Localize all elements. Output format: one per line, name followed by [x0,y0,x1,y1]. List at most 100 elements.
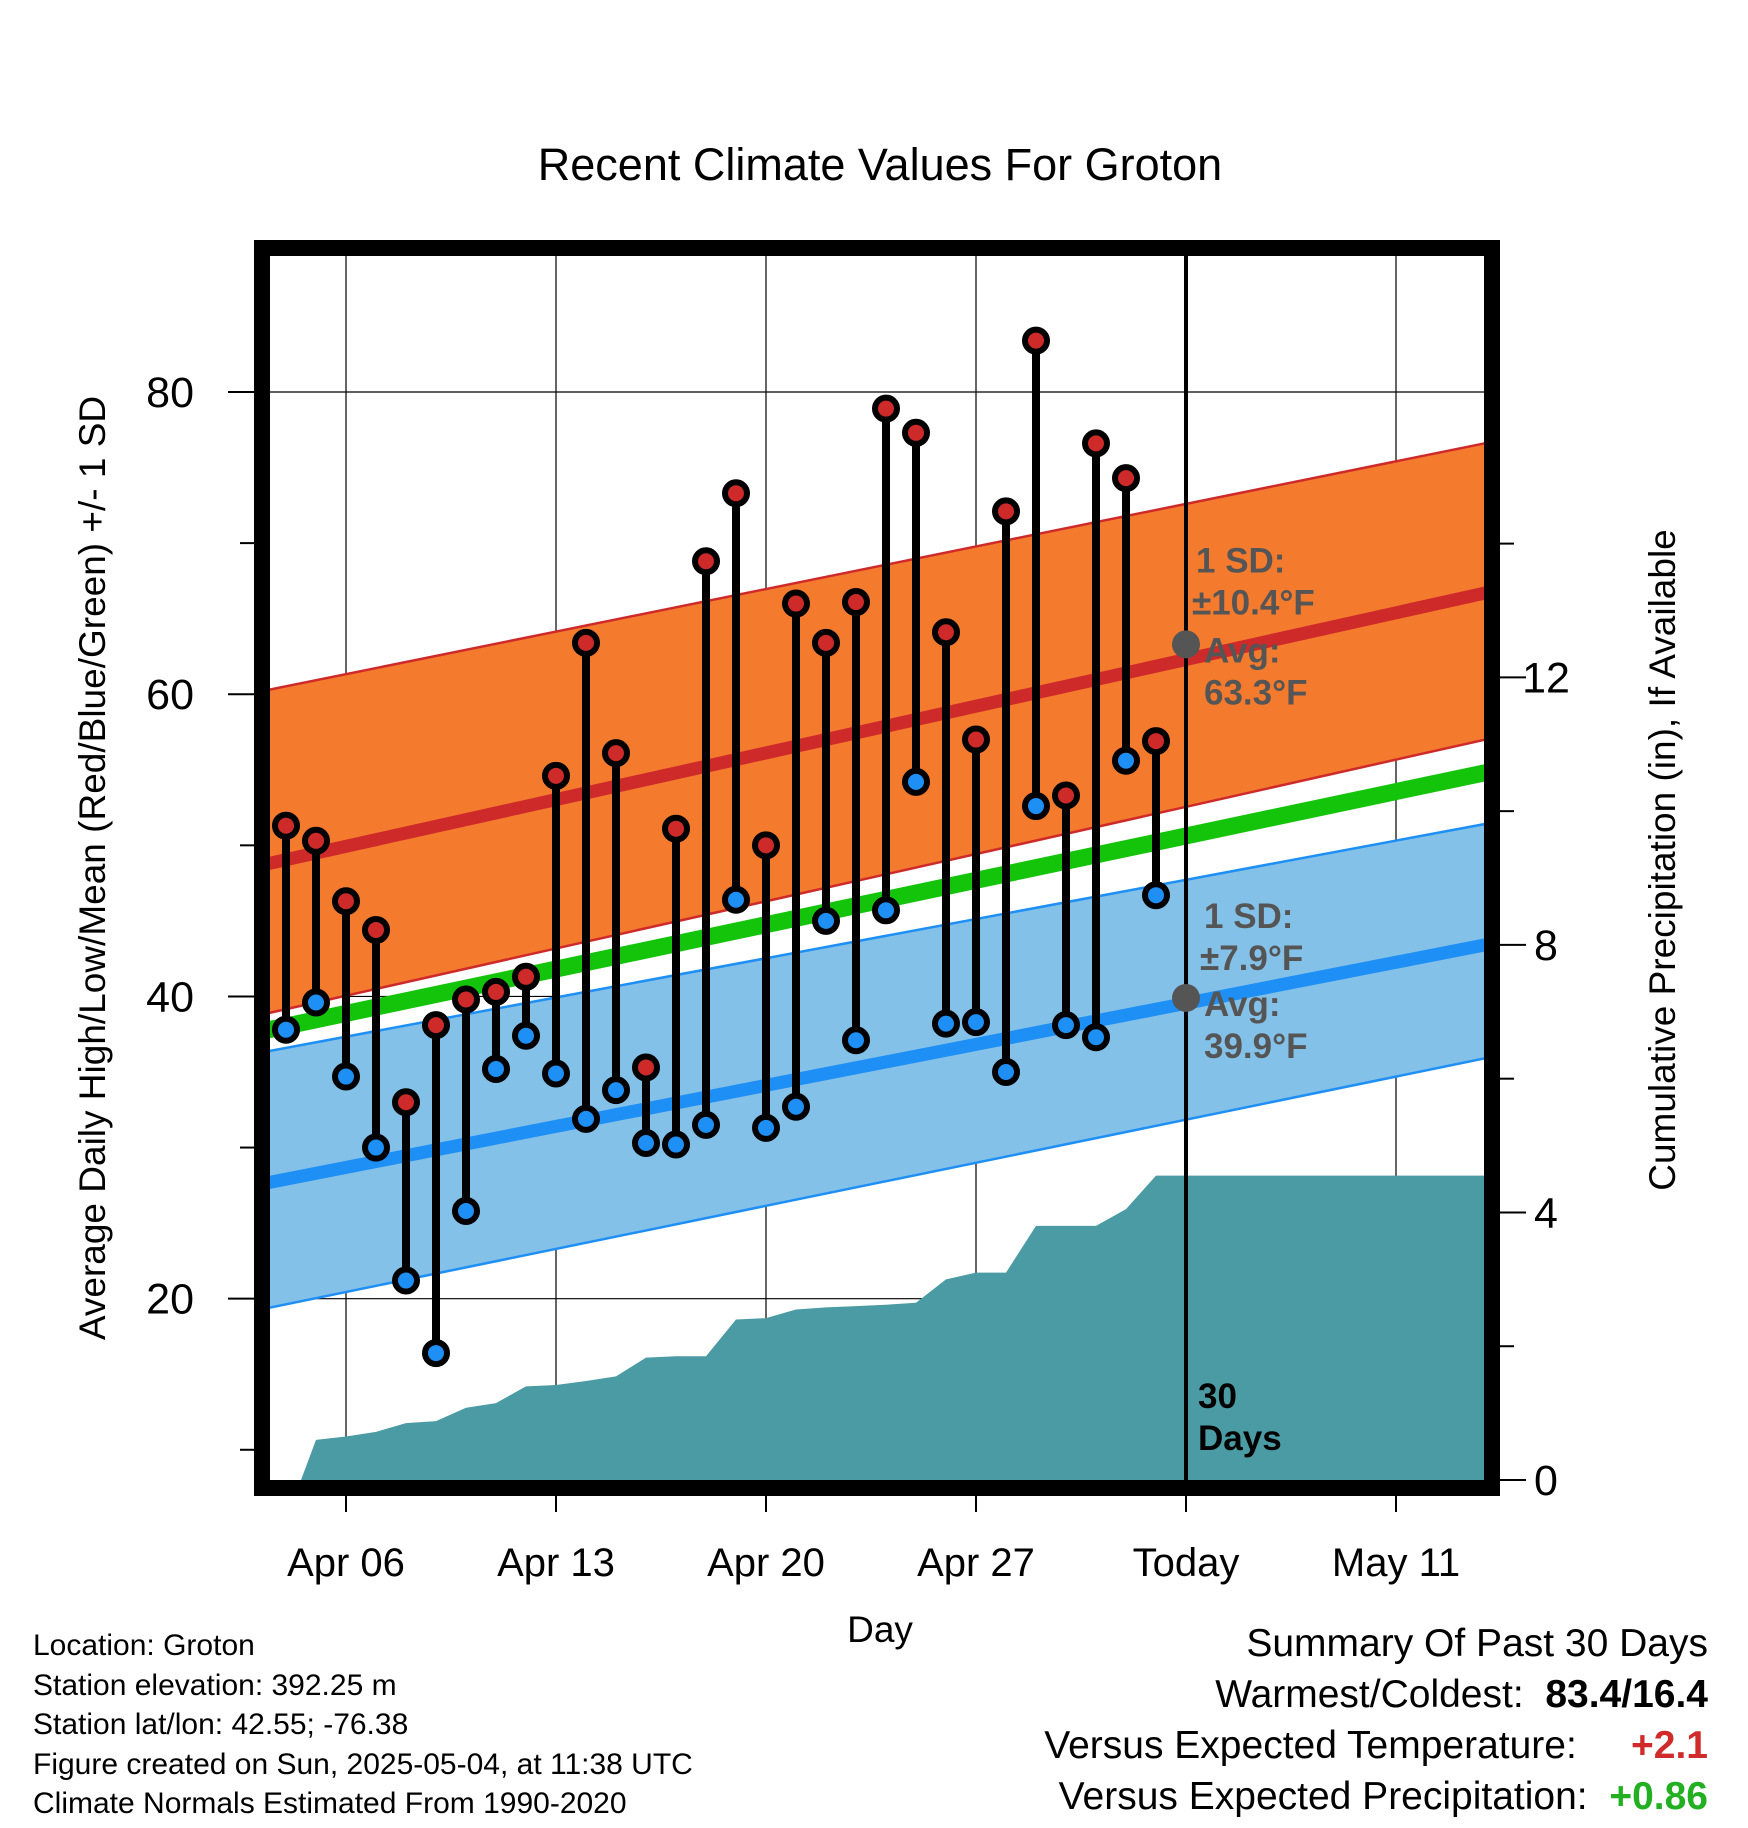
high-point [992,497,1020,526]
high-point [902,418,930,447]
summary-title: Summary Of Past 30 Days [1246,1622,1708,1665]
low-point [272,1015,300,1044]
low-point [1082,1023,1110,1052]
low-avg-marker [1172,983,1200,1012]
low-point [692,1110,720,1139]
y2-axis-label: Cumulative Precipitation (in), If Availa… [1642,529,1683,1191]
today-days-word: Days [1198,1419,1282,1458]
high-point [662,814,690,843]
high-point [482,977,510,1006]
high-sd-label: 1 SD: [1196,541,1285,580]
high-point [962,725,990,754]
axes: 20 40 60 80 0 4 8 12 Apr 06 Apr 13 Apr 20 Apr 27 Tod… [146,369,1570,1585]
low-avg-label: Avg: [1204,985,1280,1024]
high-point [332,887,360,916]
plot-frame [254,240,1500,1496]
high-point [752,831,780,860]
summary-panel: Summary Of Past 30 Days Warmest/Coldest:… [1044,1618,1708,1822]
high-avg-marker [1172,630,1200,659]
high-point [602,739,630,768]
latlon-text: Station lat/lon: 42.55; -76.38 [33,1708,409,1741]
x-tick-label: Apr 13 [497,1541,615,1585]
today-days-number: 30 [1198,1377,1237,1416]
precipitation-anomaly-row: Versus Expected Precipitation: +0.86 [1044,1771,1708,1822]
low-point [662,1130,690,1159]
low-point [482,1054,510,1083]
precipitation-area [286,1175,1492,1480]
high-point [1142,727,1170,756]
high-point [1112,464,1140,493]
high-avg-label: Avg: [1204,631,1280,670]
y2-tick-label: 8 [1534,922,1558,970]
y-tick-label: 60 [146,671,194,719]
precipitation-anomaly-label: Versus Expected Precipitation: [1058,1775,1588,1818]
low-sd-value: ±7.9°F [1200,939,1303,978]
high-point [572,628,600,657]
low-avg-value: 39.9°F [1204,1027,1308,1066]
low-point [542,1059,570,1088]
high-point [272,811,300,840]
high-point [422,1011,450,1040]
low-point [902,767,930,796]
low-point [932,1009,960,1038]
high-point [812,628,840,657]
high-normal-line [262,585,1492,872]
low-point [422,1339,450,1368]
y-tick-label: 80 [146,369,194,417]
low-point [392,1266,420,1295]
low-point [722,885,750,914]
x-tick-label: Apr 27 [917,1541,1035,1585]
y-tick-label: 40 [146,973,194,1021]
high-point [452,985,480,1014]
x-tick-label: May 11 [1332,1541,1460,1585]
low-point [992,1058,1020,1086]
high-point [872,394,900,423]
x-tick-label: Today [1133,1541,1240,1585]
high-point [1022,326,1050,355]
high-point [302,826,330,855]
x-axis-label: Day [847,1609,913,1650]
warmest-coldest-row: Warmest/Coldest: 83.4/16.4 [1044,1669,1708,1720]
high-point [362,915,390,944]
location-text: Location: Groton [33,1629,255,1662]
elevation-text: Station elevation: 392.25 m [33,1668,397,1702]
low-point [452,1197,480,1226]
low-point [572,1104,600,1133]
y2-tick-label: 4 [1534,1189,1558,1237]
high-point [632,1053,660,1082]
high-point [1052,781,1080,810]
x-tick-label: Apr 06 [287,1541,405,1585]
low-point [302,988,330,1017]
high-point [392,1088,420,1117]
precipitation-fill [286,1175,1492,1480]
low-point [872,896,900,925]
y2-tick-label: 0 [1534,1457,1558,1505]
high-point [512,962,540,991]
low-point [332,1062,360,1091]
precipitation-anomaly-value: +0.86 [1609,1775,1708,1818]
low-point [962,1008,990,1037]
y-axis-label: Average Daily High/Low/Mean (Red/Blue/Gr… [72,396,113,1340]
low-point [1022,792,1050,821]
y-tick-label: 20 [146,1276,194,1324]
daily-points [272,326,1170,1368]
warmest-coldest-label: Warmest/Coldest: [1215,1673,1524,1716]
chart-title: Recent Climate Values For Groton [538,139,1222,190]
high-point [1082,429,1110,458]
low-point [362,1133,390,1162]
high-point [722,479,750,508]
y2-tick-label: 12 [1522,654,1570,702]
low-sd-label: 1 SD: [1204,897,1293,936]
high-avg-value: 63.3°F [1204,673,1308,712]
high-point [842,588,870,617]
daily-stems [282,340,1160,1354]
low-point [1052,1011,1080,1040]
normals-text: Climate Normals Estimated From 1990-2020 [33,1787,627,1820]
temperature-anomaly-row: Versus Expected Temperature: +2.1 [1044,1720,1708,1771]
low-point [602,1076,630,1105]
temperature-anomaly-value: +2.1 [1631,1724,1708,1767]
high-sd-value: ±10.4°F [1192,583,1315,622]
low-point [512,1021,540,1050]
low-point [782,1092,810,1121]
